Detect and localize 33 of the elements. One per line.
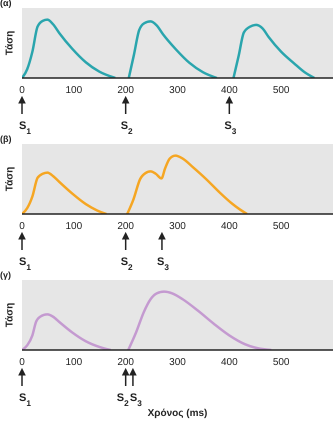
ref-line-label: S$_{1}$ xyxy=(19,392,32,408)
y-axis-title: Τάση xyxy=(4,166,16,192)
x-tick-label: 200 xyxy=(117,357,134,368)
ref-line-label: S$_{1}$ xyxy=(19,256,32,272)
x-tick-label: 300 xyxy=(169,357,186,368)
chart-title: (β) xyxy=(0,134,12,144)
ref-line-label: S$_{2}$ xyxy=(120,120,134,136)
y-axis-title: Τάση xyxy=(4,30,16,56)
x-tick-label: 500 xyxy=(272,85,290,96)
x-tick-label: 500 xyxy=(272,357,290,368)
chart-title: (γ) xyxy=(0,270,11,280)
ref-line-label: S$_{3}$ xyxy=(224,120,237,136)
x-tick-label: 0 xyxy=(19,221,26,232)
y-axis-title: Τάση xyxy=(4,302,16,328)
x-tick-label: 400 xyxy=(220,221,238,232)
x-tick-label: 0 xyxy=(19,85,26,96)
x-tick-label: 400 xyxy=(220,357,238,368)
x-tick-label: 100 xyxy=(65,357,83,368)
x-tick-label: 200 xyxy=(117,85,134,96)
x-tick-label: 300 xyxy=(169,85,186,96)
ref-line-label: S$_{1}$ xyxy=(19,120,32,136)
ref-line-label: S$_{3}$ xyxy=(156,256,170,272)
x-tick-label: 500 xyxy=(272,221,290,232)
ref-line-label: S$_{2}$ xyxy=(116,392,130,408)
ref-line-label: S$_{3}$ xyxy=(130,392,142,408)
x-tick-label: 400 xyxy=(220,85,238,96)
x-tick-label: 300 xyxy=(169,221,186,232)
ref-line-label: S$_{2}$ xyxy=(120,256,134,272)
x-tick-label: 200 xyxy=(117,221,134,232)
x-tick-label: 100 xyxy=(65,221,83,232)
x-tick-label: 0 xyxy=(19,357,26,368)
x-axis-title: Χρόνος (ms) xyxy=(146,408,208,419)
x-tick-label: 100 xyxy=(65,85,83,96)
